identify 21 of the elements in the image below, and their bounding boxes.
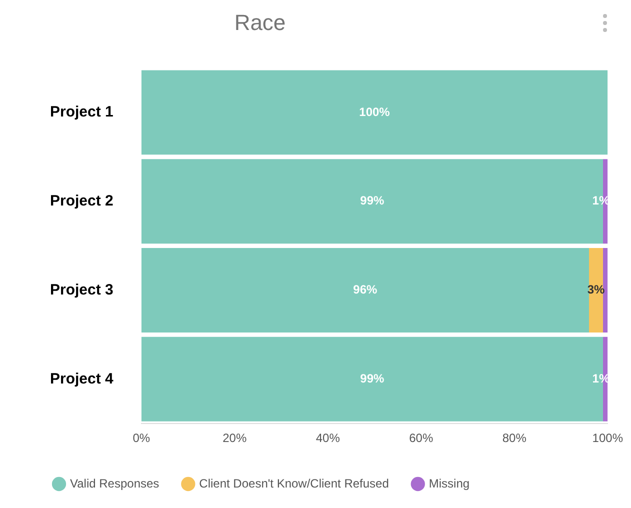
y-tick-label: Project 2: [50, 192, 114, 210]
data-label: 99%: [360, 371, 385, 386]
legend-label: Valid Responses: [70, 476, 160, 490]
bar: [141, 70, 608, 155]
x-tick-label: 80%: [502, 431, 527, 446]
data-label: 100%: [359, 104, 390, 119]
data-label: 96%: [353, 282, 378, 297]
x-tick-label: 100%: [592, 431, 624, 446]
bar: [141, 248, 590, 332]
legend-label: Client Doesn't Know/Client Refused: [199, 476, 389, 490]
x-tick-label: 20%: [222, 431, 247, 446]
y-tick-label: Project 3: [50, 281, 114, 298]
y-tick-label: Project 1: [50, 104, 114, 121]
x-tick-label: 60%: [409, 431, 434, 446]
chart-title: Race: [233, 10, 287, 36]
bar: [602, 248, 608, 332]
data-label: 99%: [360, 194, 385, 208]
x-tick-label: 0%: [132, 431, 150, 446]
x-tick-label: 40%: [316, 431, 340, 446]
legend-label: Missing: [428, 476, 470, 490]
y-tick-label: Project 4: [50, 370, 114, 388]
